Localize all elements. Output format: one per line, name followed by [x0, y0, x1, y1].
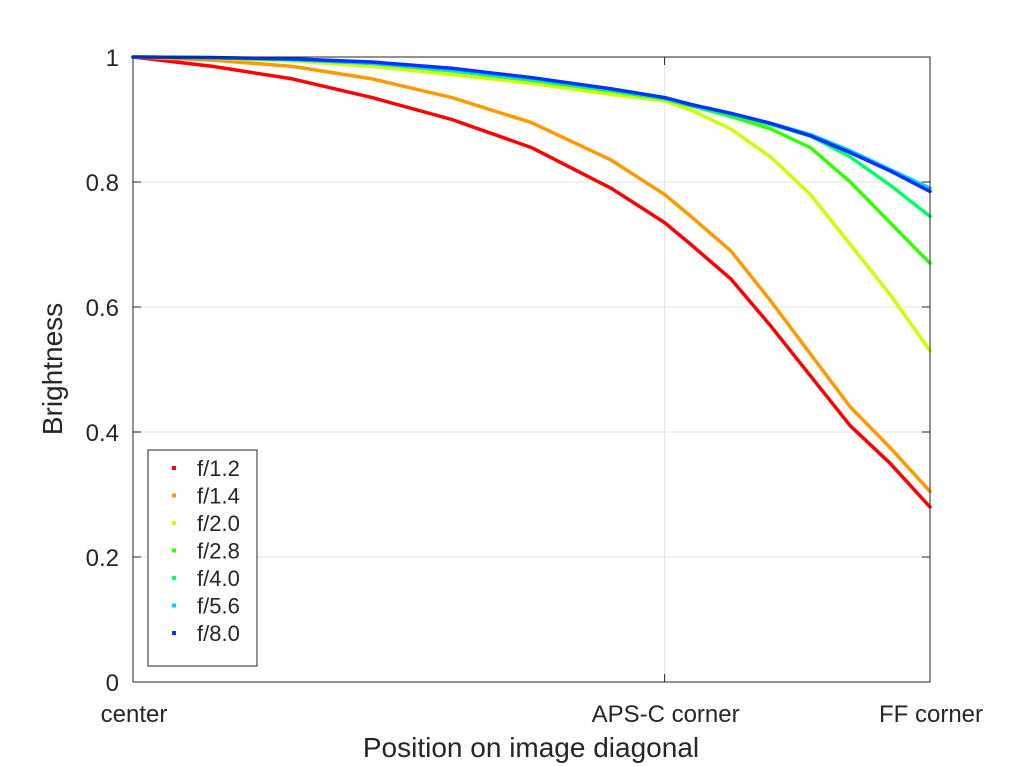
- data-point: [689, 242, 693, 247]
- x-axis-title: Position on image diagonal: [363, 732, 699, 763]
- plot-background: [133, 57, 930, 682]
- data-point: [450, 66, 454, 70]
- legend-marker: [172, 466, 176, 470]
- data-point: [450, 96, 454, 100]
- data-point: [888, 221, 892, 225]
- data-point: [729, 111, 733, 115]
- legend-label: f/4.0: [197, 566, 240, 591]
- series-layer: [131, 55, 932, 509]
- data-point: [848, 155, 852, 159]
- legend-marker: [172, 521, 176, 525]
- y-tick-label: 0: [106, 670, 119, 697]
- data-point: [450, 72, 454, 77]
- data-point: [370, 64, 374, 68]
- data-point: [888, 292, 892, 297]
- legend-box: [147, 449, 258, 667]
- data-point: [529, 146, 534, 150]
- data-point: [769, 155, 773, 159]
- data-point: [729, 277, 733, 281]
- legend-label: f/1.4: [197, 484, 240, 509]
- data-point: [769, 324, 773, 328]
- legend-marker: [172, 631, 176, 635]
- data-point: [290, 57, 294, 61]
- data-point: [729, 249, 733, 253]
- y-axis-title: Brightness: [37, 303, 68, 435]
- data-point: [888, 169, 892, 173]
- y-tick-label: 0.4: [86, 420, 119, 447]
- data-point: [848, 405, 852, 409]
- data-point: [769, 121, 773, 125]
- data-point: [663, 96, 667, 100]
- data-point: [370, 77, 374, 81]
- data-point: [808, 192, 813, 197]
- legend-label: f/8.0: [197, 621, 240, 646]
- legend-label: f/2.0: [197, 511, 240, 536]
- data-point: [769, 299, 773, 303]
- x-tick-label: APS-C corner: [592, 701, 740, 728]
- data-point: [888, 461, 892, 465]
- legend-marker: [172, 548, 176, 553]
- y-tick-label: 0.6: [86, 295, 119, 322]
- data-point: [769, 127, 773, 131]
- data-point: [689, 214, 693, 218]
- ticks: 0 0.2 0.4 0.6 0.8 1 center APS-C corner FF corne…: [86, 45, 983, 728]
- data-point: [529, 121, 534, 125]
- data-point: [808, 146, 813, 150]
- legend-marker: [172, 493, 176, 498]
- legend-marker: [172, 576, 176, 580]
- grid: [133, 57, 930, 682]
- data-point: [609, 92, 613, 97]
- data-point: [848, 151, 852, 155]
- data-point: [450, 117, 454, 122]
- legend: f/1.2 f/1.4f/2.0 f/2.8f/4.0 f/5.6f/8.0: [147, 449, 258, 667]
- data-point: [609, 186, 613, 190]
- data-point: [729, 127, 733, 131]
- data-point: [211, 64, 215, 68]
- data-point: [808, 352, 813, 356]
- data-point: [808, 134, 813, 138]
- legend-label: f/1.2: [197, 456, 240, 481]
- data-point: [370, 60, 374, 64]
- data-point: [808, 374, 813, 378]
- data-point: [848, 424, 852, 428]
- data-point: [848, 180, 852, 184]
- data-point: [529, 81, 534, 85]
- data-point: [529, 76, 534, 80]
- y-tick-label: 1: [106, 45, 119, 72]
- y-tick-label: 0.2: [86, 545, 119, 572]
- data-point: [663, 192, 667, 197]
- data-point: [290, 77, 294, 81]
- data-point: [689, 108, 693, 112]
- data-point: [290, 64, 294, 68]
- data-point: [609, 158, 613, 162]
- y-tick-label: 0.8: [86, 170, 119, 197]
- data-point: [689, 102, 693, 107]
- x-tick-label: center: [101, 701, 168, 728]
- x-tick-label: FF corner: [879, 701, 983, 728]
- data-point: [888, 183, 892, 187]
- legend-label: f/2.8: [197, 539, 240, 564]
- data-point: [370, 96, 374, 100]
- legend-label: f/5.6: [197, 594, 240, 619]
- plot-frame: [132, 56, 931, 683]
- data-point: [663, 221, 667, 225]
- data-point: [609, 87, 613, 91]
- legend-marker: [172, 603, 176, 608]
- data-point: [211, 56, 215, 60]
- data-point: [888, 446, 892, 450]
- data-point: [848, 242, 852, 247]
